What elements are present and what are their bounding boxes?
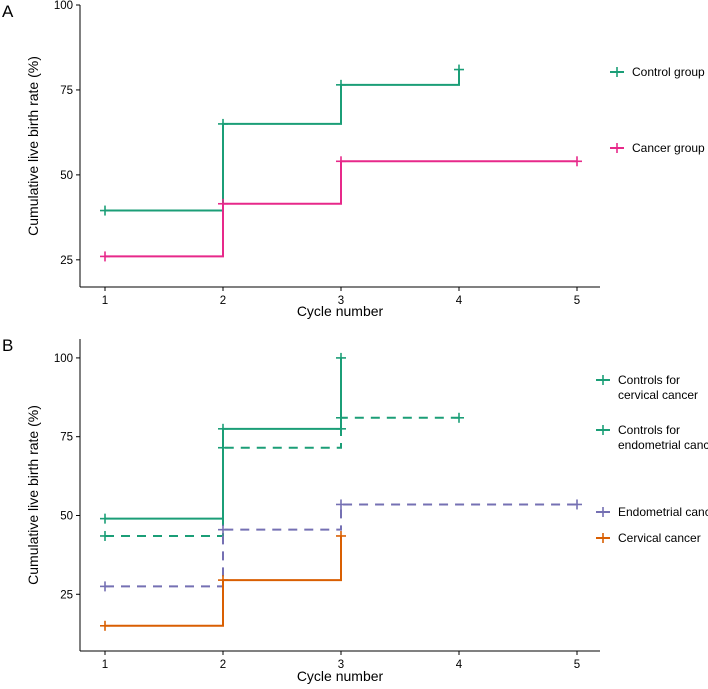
x-tick-label: 2 bbox=[220, 295, 226, 307]
y-tick-label: 25 bbox=[60, 589, 73, 601]
legend-key bbox=[596, 533, 610, 543]
censor-mark bbox=[336, 499, 346, 510]
panel-a: A 1 2 3 4 5 25 50 75 100 Cycle number Cumulative… bbox=[2, 0, 705, 319]
censor-mark bbox=[218, 423, 228, 434]
panel-b-series bbox=[100, 352, 582, 631]
panel-b-ticks: 1 2 3 4 5 25 50 75 100 bbox=[54, 353, 580, 671]
series-line-control-group bbox=[105, 69, 460, 212]
censor-mark bbox=[336, 352, 346, 363]
censor-mark bbox=[572, 499, 582, 510]
panel-a-x-title: Cycle number bbox=[297, 303, 384, 319]
x-tick-label: 1 bbox=[102, 659, 108, 671]
censor-mark bbox=[336, 79, 346, 90]
censor-mark bbox=[218, 198, 228, 209]
x-tick-label: 4 bbox=[456, 659, 463, 671]
y-tick-label: 75 bbox=[60, 85, 73, 97]
legend-key bbox=[610, 67, 624, 77]
y-tick-label: 25 bbox=[60, 255, 73, 267]
panel-a-ticks: 1 2 3 4 5 25 50 75 100 bbox=[54, 0, 580, 307]
x-tick-label: 3 bbox=[338, 295, 344, 307]
censor-mark bbox=[336, 530, 346, 541]
legend-label: Cancer group bbox=[632, 141, 705, 155]
legend-label: Cervical cancer bbox=[618, 531, 701, 545]
x-tick-label: 5 bbox=[574, 295, 580, 307]
x-tick-label: 2 bbox=[220, 659, 226, 671]
legend-label: Controls for bbox=[618, 423, 680, 437]
legend-label: endometrial cancer bbox=[618, 438, 708, 452]
censor-mark bbox=[218, 524, 228, 535]
legend-label: cervical cancer bbox=[618, 388, 698, 402]
legend-key bbox=[596, 425, 610, 435]
series-line-controls-for-endometrial-cancer bbox=[105, 416, 459, 537]
censor-mark bbox=[218, 575, 228, 586]
censor-mark bbox=[100, 251, 110, 262]
censor-mark bbox=[218, 442, 228, 453]
series-line-cancer-group bbox=[105, 160, 577, 258]
censor-mark bbox=[454, 64, 464, 75]
legend-key bbox=[596, 375, 610, 385]
x-tick-label: 3 bbox=[338, 659, 344, 671]
x-tick-label: 1 bbox=[102, 295, 108, 307]
panel-a-legend: Control group Cancer group bbox=[610, 65, 705, 155]
censor-mark bbox=[100, 530, 110, 541]
panel-b-label: B bbox=[2, 336, 13, 355]
y-tick-label: 100 bbox=[54, 353, 73, 365]
panel-a-label: A bbox=[2, 2, 14, 21]
legend-label: Endometrial cancer bbox=[618, 505, 708, 519]
panel-b-y-title: Cumulative live birth rate (%) bbox=[25, 405, 41, 585]
series-line-controls-for-cervical-cancer bbox=[105, 357, 342, 520]
censor-mark bbox=[218, 118, 228, 129]
censor-mark bbox=[100, 513, 110, 524]
x-tick-label: 5 bbox=[574, 659, 580, 671]
censor-mark bbox=[336, 412, 346, 423]
panel-a-y-title: Cumulative live birth rate (%) bbox=[25, 56, 41, 236]
y-tick-label: 75 bbox=[60, 432, 73, 444]
censor-mark bbox=[100, 205, 110, 216]
censor-mark bbox=[454, 412, 464, 423]
censor-mark bbox=[572, 156, 582, 167]
censor-mark bbox=[336, 156, 346, 167]
legend-label: Controls for bbox=[618, 373, 680, 387]
series-line-endometrial-cancer bbox=[105, 503, 577, 588]
panel-a-series bbox=[100, 64, 582, 262]
legend-label: Control group bbox=[632, 65, 705, 79]
legend-key bbox=[596, 507, 610, 517]
x-tick-label: 4 bbox=[456, 295, 463, 307]
y-tick-label: 50 bbox=[60, 170, 73, 182]
y-tick-label: 50 bbox=[60, 510, 73, 522]
y-tick-label: 100 bbox=[54, 0, 73, 12]
censor-mark bbox=[100, 620, 110, 631]
panel-b: B 1 2 3 4 5 25 50 75 100 Cycle number Cumulative… bbox=[2, 336, 708, 684]
legend-key bbox=[610, 143, 624, 153]
panel-b-x-title: Cycle number bbox=[297, 668, 384, 684]
censor-mark bbox=[100, 581, 110, 592]
